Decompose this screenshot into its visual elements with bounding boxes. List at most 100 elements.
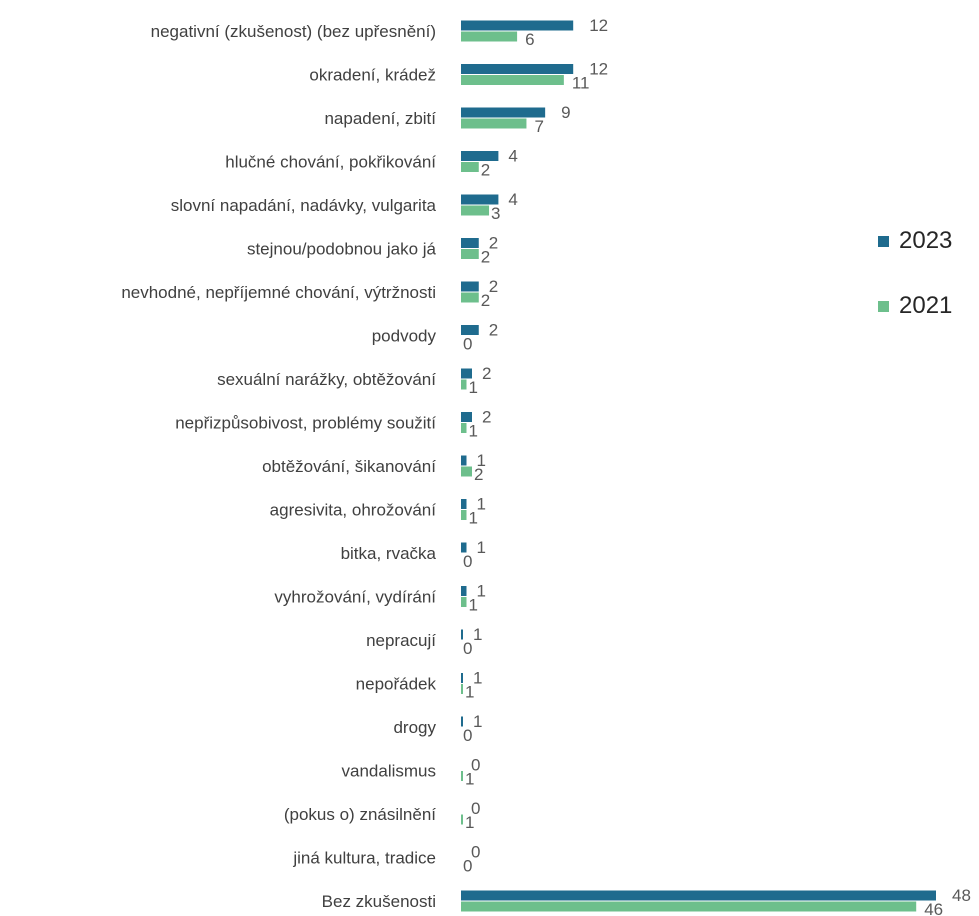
- category-label: vandalismus: [342, 762, 437, 781]
- category-label: agresivita, ohrožování: [270, 501, 437, 520]
- bar-2023: [461, 368, 472, 379]
- value-label-2023: 1: [473, 669, 482, 688]
- bar-2023: [461, 890, 936, 901]
- category-label: nepracují: [366, 631, 436, 650]
- value-label-2023: 1: [477, 582, 486, 601]
- value-label-2023: 0: [471, 843, 480, 862]
- value-label-2021: 1: [465, 770, 474, 789]
- bar-2021: [461, 423, 467, 433]
- category-label: okradení, krádež: [309, 66, 436, 85]
- bar-2023: [461, 325, 479, 335]
- value-label-2023: 12: [589, 60, 608, 79]
- bar-2023: [461, 151, 499, 161]
- bar-2021: [461, 75, 564, 85]
- bar-2021: [461, 118, 527, 129]
- value-label-2021: 6: [525, 30, 534, 49]
- bar-2023: [461, 20, 574, 31]
- bar-2021: [461, 901, 917, 912]
- category-label: jiná kultura, tradice: [292, 849, 436, 868]
- bar-2021: [461, 684, 463, 694]
- value-label-2023: 0: [471, 756, 480, 775]
- bar-2023: [461, 499, 467, 509]
- bar-2021: [461, 771, 463, 781]
- value-label-2023: 1: [473, 712, 482, 731]
- bar-2021: [461, 597, 467, 607]
- value-label-2023: 1: [473, 625, 482, 644]
- value-label-2023: 2: [482, 408, 491, 427]
- category-label: napadení, zbití: [324, 109, 436, 128]
- category-label: bitka, rvačka: [341, 544, 437, 563]
- bar-2021: [461, 162, 479, 172]
- value-label-2021: 1: [469, 509, 478, 528]
- legend: 2023 2021: [878, 227, 952, 319]
- category-label: hlučné chování, pokřikování: [225, 153, 436, 172]
- bar-2023: [461, 673, 463, 683]
- value-label-2023: 2: [489, 277, 498, 296]
- plot-area: negativní (zkušenost) (bez upřesnění) 126…: [121, 16, 971, 916]
- value-label-2023: 2: [489, 321, 498, 340]
- bar-2023: [461, 412, 472, 422]
- value-label-2021: 46: [924, 900, 943, 916]
- value-label-2021: 1: [465, 683, 474, 702]
- value-label-2023: 9: [561, 103, 570, 122]
- bar-2021: [461, 510, 467, 520]
- category-label: sexuální narážky, obtěžování: [217, 370, 436, 389]
- bar-2021: [461, 379, 467, 390]
- value-label-2021: 2: [481, 161, 490, 180]
- value-label-2021: 1: [469, 422, 478, 441]
- category-label: nevhodné, nepříjemné chování, výtržnosti: [121, 283, 436, 302]
- value-label-2021: 0: [463, 726, 472, 745]
- value-label-2023: 48: [952, 886, 971, 905]
- category-label: Bez zkušenosti: [322, 892, 436, 911]
- value-label-2021: 2: [481, 248, 490, 267]
- bar-2021: [461, 466, 472, 477]
- legend-marker-2023: [878, 236, 889, 247]
- legend-label-2023: 2023: [899, 227, 952, 254]
- value-label-2021: 7: [534, 117, 543, 136]
- category-label: stejnou/podobnou jako já: [247, 240, 437, 259]
- bar-2023: [461, 455, 467, 466]
- category-label: slovní napadání, nadávky, vulgarita: [171, 196, 437, 215]
- value-label-2021: 1: [469, 596, 478, 615]
- value-label-2023: 4: [508, 147, 517, 166]
- bar-2021: [461, 249, 479, 259]
- category-label: vyhrožování, vydírání: [274, 588, 436, 607]
- value-label-2021: 2: [474, 465, 483, 484]
- bar-2021: [461, 31, 518, 42]
- value-label-2021: 0: [463, 335, 472, 354]
- value-label-2023: 2: [482, 364, 491, 383]
- category-label: nepořádek: [356, 675, 437, 694]
- legend-label-2021: 2021: [899, 292, 952, 319]
- bar-2023: [461, 194, 499, 205]
- category-label: obtěžování, šikanování: [262, 457, 436, 476]
- value-label-2023: 12: [589, 16, 608, 35]
- value-label-2021: 11: [572, 74, 590, 93]
- value-label-2021: 1: [465, 813, 474, 832]
- category-label: nepřizpůsobivost, problémy soužití: [175, 414, 436, 433]
- value-label-2023: 1: [477, 538, 486, 557]
- bar-2021: [461, 205, 490, 216]
- bar-2023: [461, 281, 479, 292]
- value-label-2021: 0: [463, 639, 472, 658]
- value-label-2021: 2: [481, 291, 490, 310]
- category-label: drogy: [393, 718, 436, 737]
- value-label-2021: 3: [491, 204, 500, 223]
- value-label-2021: 1: [469, 378, 478, 397]
- category-label: (pokus o) znásilnění: [284, 805, 436, 824]
- value-label-2023: 4: [508, 190, 517, 209]
- value-label-2023: 2: [489, 234, 498, 253]
- bar-2023: [461, 238, 479, 248]
- bar-2023: [461, 586, 467, 596]
- category-label: podvody: [372, 327, 437, 346]
- value-label-2021: 0: [463, 552, 472, 571]
- bar-2021: [461, 292, 479, 303]
- bar-2023: [461, 629, 463, 640]
- bar-2023: [461, 542, 467, 553]
- bar-2021: [461, 814, 463, 825]
- value-label-2023: 1: [477, 451, 486, 470]
- bar-2023: [461, 716, 463, 727]
- legend-marker-2021: [878, 301, 889, 312]
- bar-2023: [461, 107, 546, 118]
- category-label: negativní (zkušenost) (bez upřesnění): [151, 22, 436, 41]
